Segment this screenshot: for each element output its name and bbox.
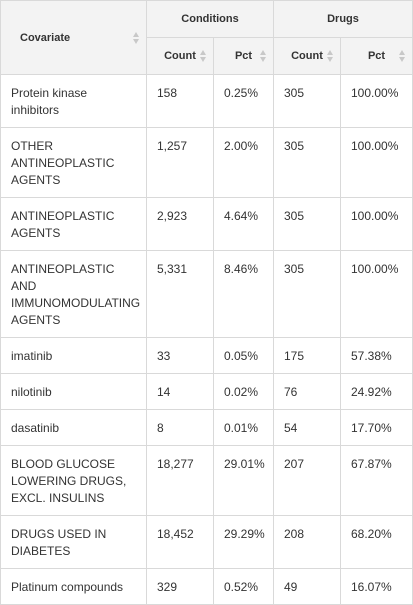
cell-covariate: Platinum compounds bbox=[0, 568, 147, 605]
cell-drugs-pct: 24.92% bbox=[340, 373, 413, 410]
sort-icon[interactable] bbox=[200, 49, 207, 63]
cell-drugs-count: 305 bbox=[273, 74, 341, 128]
cell-conditions-pct: 0.02% bbox=[213, 373, 274, 410]
table-row[interactable]: nilotinib 14 0.02% 76 24.92% bbox=[0, 373, 413, 410]
cell-covariate: ANTINEOPLASTIC AGENTS bbox=[0, 197, 147, 251]
cell-conditions-pct: 29.29% bbox=[213, 515, 274, 569]
column-header-conditions-pct[interactable]: Pct bbox=[213, 37, 274, 75]
column-header-conditions-count[interactable]: Count bbox=[146, 37, 214, 75]
column-header-covariate[interactable]: Covariate bbox=[0, 0, 147, 75]
cell-conditions-pct: 0.52% bbox=[213, 568, 274, 605]
cell-conditions-count: 329 bbox=[146, 568, 214, 605]
table-row[interactable]: OTHER ANTINEOPLASTIC AGENTS 1,257 2.00% … bbox=[0, 127, 413, 198]
cell-conditions-pct: 8.46% bbox=[213, 250, 274, 338]
table-row[interactable]: ANTINEOPLASTIC AND IMMUNOMODULATING AGEN… bbox=[0, 250, 413, 338]
cell-drugs-pct: 16.07% bbox=[340, 568, 413, 605]
cell-conditions-count: 14 bbox=[146, 373, 214, 410]
cell-conditions-count: 1,257 bbox=[146, 127, 214, 198]
column-header-drugs-count[interactable]: Count bbox=[273, 37, 341, 75]
cell-drugs-pct: 17.70% bbox=[340, 409, 413, 446]
cell-covariate: imatinib bbox=[0, 337, 147, 374]
column-header-label: Pct bbox=[367, 50, 386, 62]
cell-drugs-pct: 100.00% bbox=[340, 197, 413, 251]
cell-conditions-count: 33 bbox=[146, 337, 214, 374]
cell-covariate: nilotinib bbox=[0, 373, 147, 410]
table-row[interactable]: dasatinib 8 0.01% 54 17.70% bbox=[0, 409, 413, 446]
table-row[interactable]: imatinib 33 0.05% 175 57.38% bbox=[0, 337, 413, 374]
cell-drugs-pct: 57.38% bbox=[340, 337, 413, 374]
cell-drugs-count: 76 bbox=[273, 373, 341, 410]
cell-drugs-pct: 68.20% bbox=[340, 515, 413, 569]
cell-conditions-pct: 0.05% bbox=[213, 337, 274, 374]
cell-covariate: DRUGS USED IN DIABETES bbox=[0, 515, 147, 569]
cell-drugs-count: 54 bbox=[273, 409, 341, 446]
cell-drugs-count: 305 bbox=[273, 197, 341, 251]
column-header-covariate-label: Covariate bbox=[20, 31, 71, 44]
cell-drugs-count: 208 bbox=[273, 515, 341, 569]
cell-drugs-count: 207 bbox=[273, 445, 341, 516]
sort-icon[interactable] bbox=[327, 49, 334, 63]
cell-covariate: dasatinib bbox=[0, 409, 147, 446]
cell-conditions-pct: 0.01% bbox=[213, 409, 274, 446]
table-row[interactable]: Platinum compounds 329 0.52% 49 16.07% bbox=[0, 568, 413, 605]
cell-drugs-pct: 100.00% bbox=[340, 127, 413, 198]
cell-conditions-pct: 4.64% bbox=[213, 197, 274, 251]
cell-drugs-count: 49 bbox=[273, 568, 341, 605]
column-header-label: Count bbox=[291, 50, 323, 62]
cell-covariate: Protein kinase inhibitors bbox=[0, 74, 147, 128]
column-header-label: Count bbox=[164, 50, 196, 62]
cell-drugs-count: 175 bbox=[273, 337, 341, 374]
cell-conditions-pct: 29.01% bbox=[213, 445, 274, 516]
table-row[interactable]: BLOOD GLUCOSE LOWERING DRUGS, EXCL. INSU… bbox=[0, 445, 413, 516]
cell-covariate: BLOOD GLUCOSE LOWERING DRUGS, EXCL. INSU… bbox=[0, 445, 147, 516]
cell-conditions-count: 5,331 bbox=[146, 250, 214, 338]
table-row[interactable]: ANTINEOPLASTIC AGENTS 2,923 4.64% 305 10… bbox=[0, 197, 413, 251]
column-header-drugs-pct[interactable]: Pct bbox=[340, 37, 413, 75]
sort-icon[interactable] bbox=[399, 49, 406, 63]
cell-conditions-count: 158 bbox=[146, 74, 214, 128]
table-row[interactable]: Protein kinase inhibitors 158 0.25% 305 … bbox=[0, 74, 413, 128]
sort-icon[interactable] bbox=[133, 31, 140, 45]
cell-conditions-pct: 2.00% bbox=[213, 127, 274, 198]
cell-covariate: ANTINEOPLASTIC AND IMMUNOMODULATING AGEN… bbox=[0, 250, 147, 338]
column-group-conditions: Conditions bbox=[146, 0, 274, 38]
cell-drugs-pct: 100.00% bbox=[340, 74, 413, 128]
cell-drugs-pct: 100.00% bbox=[340, 250, 413, 338]
column-header-label: Pct bbox=[234, 50, 253, 62]
cell-conditions-pct: 0.25% bbox=[213, 74, 274, 128]
sort-icon[interactable] bbox=[260, 49, 267, 63]
cell-drugs-count: 305 bbox=[273, 250, 341, 338]
cell-drugs-pct: 67.87% bbox=[340, 445, 413, 516]
cell-conditions-count: 8 bbox=[146, 409, 214, 446]
cell-drugs-count: 305 bbox=[273, 127, 341, 198]
table-row[interactable]: DRUGS USED IN DIABETES 18,452 29.29% 208… bbox=[0, 515, 413, 569]
cell-covariate: OTHER ANTINEOPLASTIC AGENTS bbox=[0, 127, 147, 198]
cell-conditions-count: 2,923 bbox=[146, 197, 214, 251]
cell-conditions-count: 18,277 bbox=[146, 445, 214, 516]
column-group-drugs: Drugs bbox=[273, 0, 413, 38]
cell-conditions-count: 18,452 bbox=[146, 515, 214, 569]
